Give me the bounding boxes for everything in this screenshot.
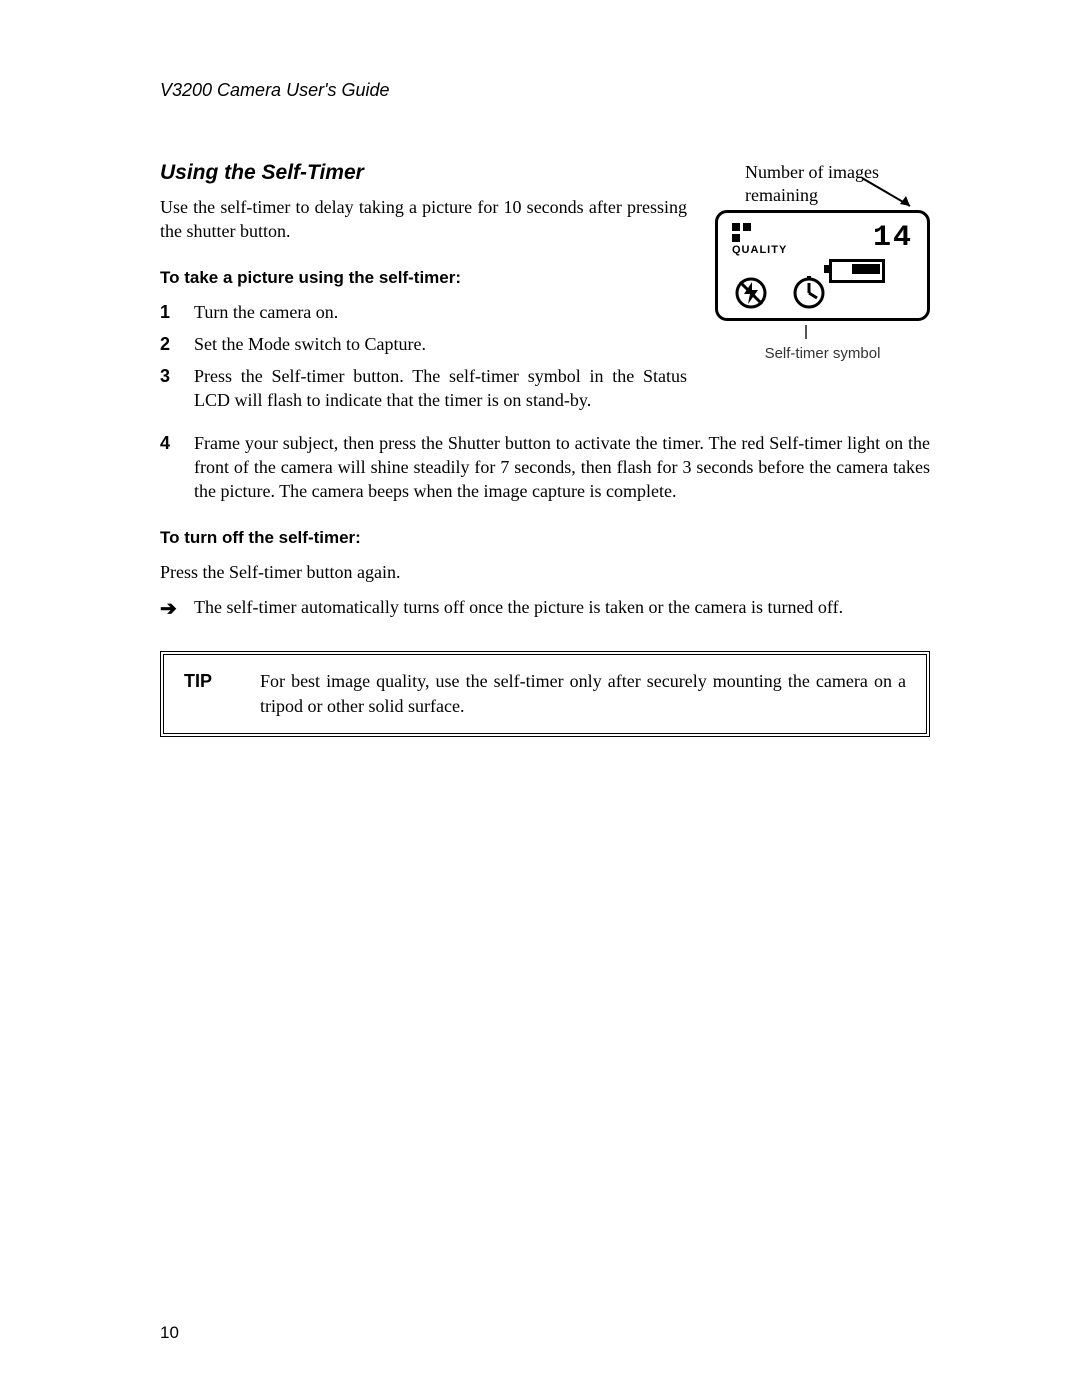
page: V3200 Camera User's Guide Using the Self… [0, 0, 1080, 1397]
step-1: 1 Turn the camera on. [160, 300, 687, 324]
diagram-column: Number of images remaining QUALITY 14 [715, 161, 930, 362]
pointer-line [805, 325, 807, 339]
two-column-layout: Using the Self-Timer Use the self-timer … [160, 161, 930, 431]
main-column: Using the Self-Timer Use the self-timer … [160, 161, 687, 431]
flash-off-icon [734, 276, 768, 310]
arrow-icon: ➔ [160, 595, 178, 623]
tip-text: For best image quality, use the self-tim… [260, 669, 906, 719]
steps-list: 1 Turn the camera on. 2 Set the Mode swi… [160, 300, 687, 413]
quality-dots-icon [732, 223, 787, 242]
bullet-line: ➔ The self-timer automatically turns off… [160, 595, 930, 623]
step-number: 4 [160, 431, 174, 504]
step-4: 4 Frame your subject, then press the Shu… [160, 431, 930, 504]
tip-box: TIP For best image quality, use the self… [160, 651, 930, 737]
step-number: 2 [160, 332, 174, 356]
step-2: 2 Set the Mode switch to Capture. [160, 332, 687, 356]
page-number: 10 [160, 1323, 179, 1343]
quality-indicator: QUALITY [732, 223, 787, 256]
turn-off-line: Press the Self-timer button again. [160, 560, 930, 585]
step-number: 1 [160, 300, 174, 324]
section-title: Using the Self-Timer [160, 161, 687, 185]
take-picture-heading: To take a picture using the self-timer: [160, 268, 687, 288]
step-number: 3 [160, 364, 174, 413]
battery-icon [829, 259, 885, 283]
step-text: Frame your subject, then press the Shutt… [194, 431, 930, 504]
quality-label: QUALITY [732, 244, 787, 256]
turn-off-heading: To turn off the self-timer: [160, 528, 930, 548]
intro-paragraph: Use the self-timer to delay taking a pic… [160, 195, 687, 244]
self-timer-icon [792, 276, 826, 310]
step-text: Turn the camera on. [194, 300, 687, 324]
images-remaining-count: 14 [873, 221, 913, 255]
step-3: 3 Press the Self-timer button. The self-… [160, 364, 687, 413]
tip-label: TIP [184, 669, 228, 719]
step-text: Set the Mode switch to Capture. [194, 332, 687, 356]
lcd-screen: QUALITY 14 [715, 210, 930, 321]
diagram-caption-bottom: Self-timer symbol [715, 345, 930, 362]
arrow-down-icon [858, 174, 922, 214]
step-text: Press the Self-timer button. The self-ti… [194, 364, 687, 413]
page-header: V3200 Camera User's Guide [160, 80, 930, 101]
lcd-diagram: QUALITY 14 [715, 210, 930, 321]
bullet-text: The self-timer automatically turns off o… [194, 595, 843, 623]
